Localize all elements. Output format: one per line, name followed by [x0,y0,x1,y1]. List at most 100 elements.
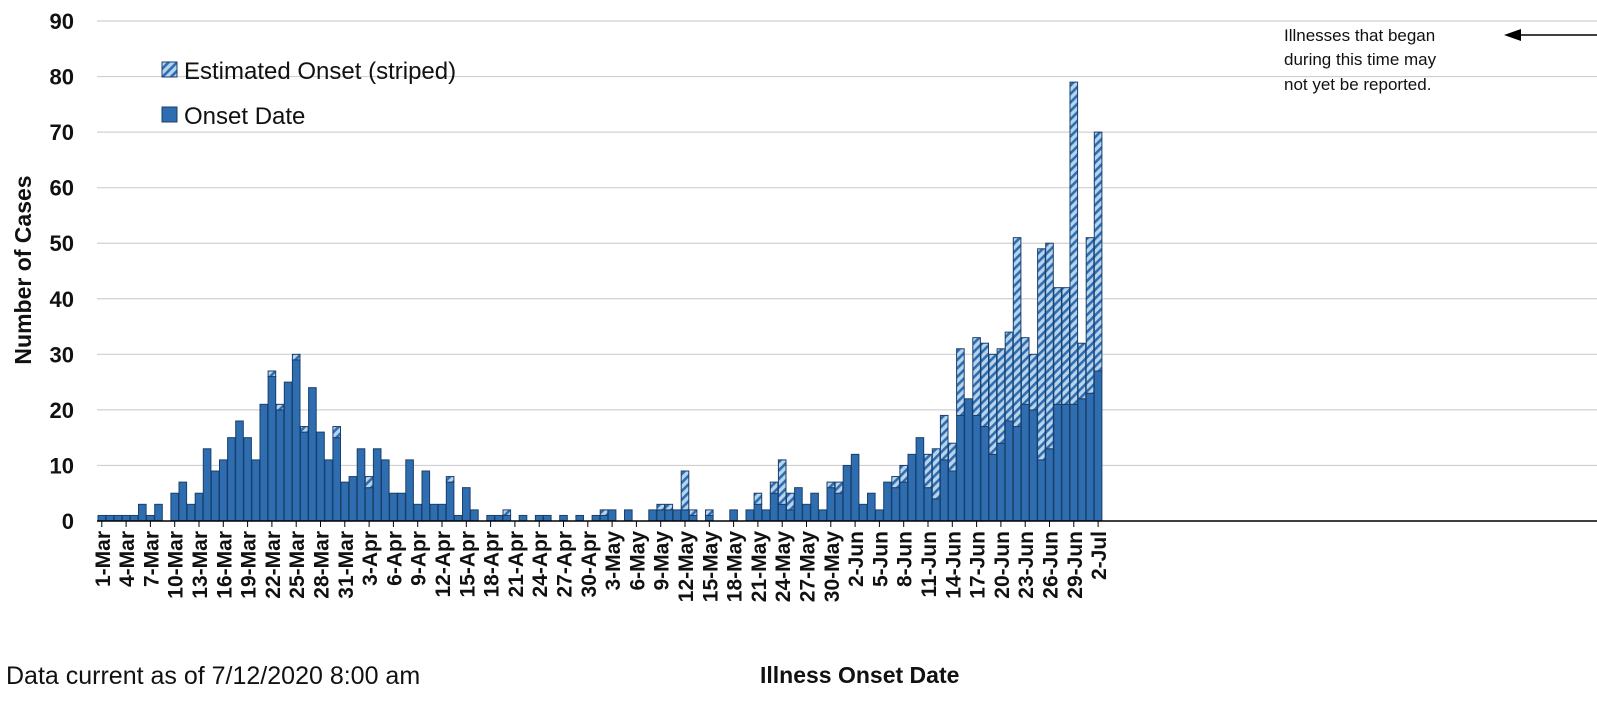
bar-onset-15-Jun [957,415,965,521]
x-tick-label: 5-Jun [869,531,892,587]
annotation-arrow-head [1504,29,1521,41]
bar-onset-2-Jun [851,454,859,521]
bar-estimated-7-Jun [892,477,900,488]
bar-onset-6-Jun [884,482,892,521]
bar-onset-14-Mar [203,449,211,521]
bar-onset-2-Apr [357,449,365,521]
bar-onset-5-Mar [130,515,138,521]
x-axis-ticks: 1-Mar 4-Mar 7-Mar 10-Mar 13-Mar 16-Mar 19-Mar 2… [92,521,1111,602]
bar-onset-30-Jun [1078,399,1086,521]
bar-onset-18-May [730,510,738,521]
x-tick-label: 18-May [724,531,747,603]
bar-estimated-24-Jun [1030,354,1038,410]
x-tick-label: 24-Apr [529,531,552,598]
bar-onset-20-Jun [997,443,1005,521]
bar-onset-31-May [835,493,843,521]
y-tick-label: 10 [50,453,74,478]
bar-onset-11-Apr [430,504,438,521]
bar-onset-14-Jun [949,471,957,521]
legend-label-solid: Onset Date [184,103,305,130]
bar-onset-18-Apr [487,515,495,521]
x-tick-label: 6-Apr [383,531,406,586]
bar-onset-11-May [673,510,681,521]
bars [98,82,1102,521]
bar-onset-21-Mar [260,404,268,521]
x-tick-label: 22-Mar [262,531,285,599]
annotation-line-1: Illnesses that began [1284,26,1435,45]
bar-onset-13-Mar [195,493,203,521]
bar-onset-1-Jun [843,465,851,521]
bar-onset-8-Apr [406,460,414,521]
x-tick-label: 3-May [602,531,625,591]
bar-estimated-1-Jul [1086,238,1094,394]
bar-onset-25-Jun [1038,460,1046,521]
y-tick-label: 60 [50,176,74,201]
x-tick-label: 28-Mar [311,531,334,599]
bar-onset-8-Mar [155,504,163,521]
bar-estimated-2-May [600,510,608,516]
bar-onset-23-May [770,493,778,521]
bar-onset-26-Jun [1046,449,1054,521]
x-tick-label: 24-May [772,531,795,603]
bar-onset-19-Jun [989,454,997,521]
bar-onset-29-Jun [1070,404,1078,521]
data-current-note: Data current as of 7/12/2020 8:00 am [6,662,420,691]
bar-onset-22-Jun [1013,427,1021,521]
x-tick-label: 27-Apr [554,531,577,598]
bar-estimated-11-Jun [924,454,932,487]
bar-onset-27-May [803,504,811,521]
bar-onset-7-Mar [147,515,155,521]
bar-onset-10-May [665,510,673,521]
bar-onset-18-Mar [236,421,244,521]
x-tick-label: 12-May [675,531,698,603]
bar-onset-18-Jun [981,427,989,521]
bar-onset-12-Apr [438,504,446,521]
bar-onset-9-May [657,510,665,521]
x-tick-label: 6-May [626,531,649,591]
bar-estimated-15-Jun [957,349,965,416]
bar-onset-23-Jun [1021,404,1029,521]
bar-estimated-28-Jun [1062,288,1070,405]
bar-onset-12-May [681,510,689,521]
bar-onset-13-Jun [940,460,948,521]
bar-estimated-30-May [827,482,835,488]
bar-onset-28-Jun [1062,404,1070,521]
x-tick-label: 21-Apr [505,531,528,598]
bar-estimated-2-Jul [1094,132,1102,371]
bar-onset-10-Mar [171,493,179,521]
bar-onset-25-Mar [292,360,300,521]
bar-estimated-25-Mar [292,354,300,360]
bar-onset-10-Jun [916,438,924,521]
legend: Estimated Onset (striped) Onset Date [162,58,456,130]
x-tick-label: 30-Apr [578,531,601,598]
y-axis-label: Number of Cases [10,175,36,364]
bar-estimated-27-Jun [1054,288,1062,405]
bar-onset-16-Mar [220,460,228,521]
x-tick-label: 9-May [651,531,674,591]
bar-onset-27-Jun [1054,404,1062,521]
bar-onset-4-Jun [868,493,876,521]
bar-onset-5-Jun [876,510,884,521]
x-tick-label: 18-Apr [481,531,504,598]
x-tick-label: 12-Apr [432,531,455,598]
bar-onset-19-Apr [495,515,503,521]
bar-onset-1-Jul [1086,393,1094,521]
legend-swatch-solid [162,107,177,122]
y-tick-label: 80 [50,65,74,90]
bar-onset-2-Jul [1094,371,1102,521]
x-tick-label: 15-Apr [456,531,479,598]
bar-estimated-23-Mar [276,404,284,410]
x-tick-label: 26-Jun [1040,531,1063,599]
bar-onset-15-Apr [463,488,471,521]
bar-onset-14-Apr [454,515,462,521]
y-tick-label: 20 [50,398,74,423]
x-tick-label: 2-Jun [845,531,868,587]
x-tick-label: 15-May [699,531,722,603]
bar-onset-5-May [625,510,633,521]
annotation-line-2: during this time may [1284,50,1437,69]
x-tick-label: 29-Jun [1064,531,1087,599]
bar-onset-3-Jun [859,504,867,521]
y-tick-label: 70 [50,120,74,145]
x-tick-label: 9-Apr [408,531,431,586]
